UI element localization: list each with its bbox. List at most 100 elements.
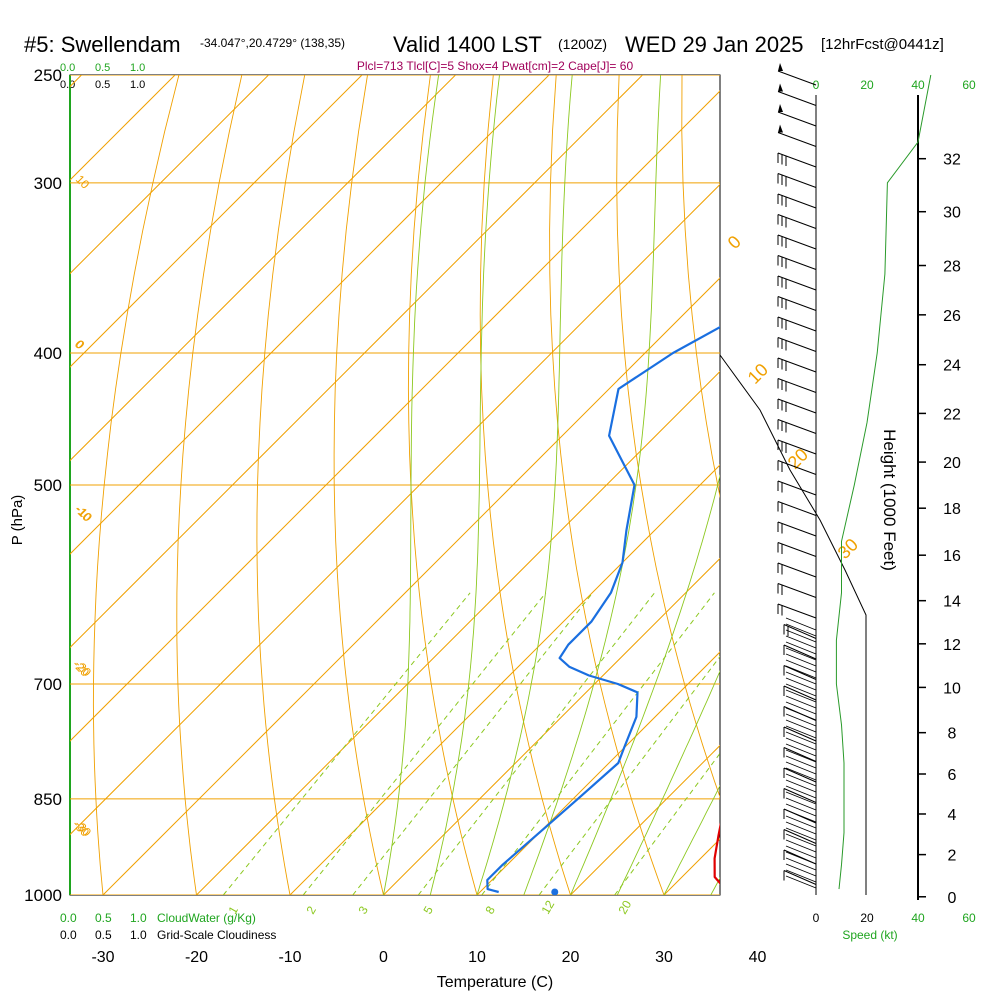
- dry-adiabat: [681, 75, 720, 499]
- wind-barb-staff: [783, 726, 817, 742]
- isotherm: [70, 75, 550, 555]
- wind-barb-staff: [785, 749, 817, 763]
- speed-tick-label: 40: [911, 78, 925, 92]
- dry-adiabat: [549, 75, 665, 895]
- station-coords: -34.047°,20.4729° (138,35): [200, 36, 345, 50]
- wind-barb: [777, 603, 817, 619]
- wind-barb-staff: [785, 713, 817, 727]
- temperature-tick-label: -20: [185, 949, 208, 966]
- wind-barb-staff: [777, 603, 817, 619]
- indices-line: Plcl=713 Tlcl[C]=5 Shox=4 Pwat[cm]=2 Cap…: [357, 59, 634, 73]
- wind-barb-staff: [777, 562, 817, 578]
- wind-barb-staff: [785, 689, 817, 703]
- isotherm-label: 10: [73, 172, 93, 192]
- dry-adiabat-label: 20: [784, 445, 812, 473]
- temperature-tick-label: 40: [749, 949, 767, 966]
- scale-label: 1.0: [130, 62, 145, 74]
- wind-barb-staff: [785, 629, 817, 643]
- dry-adiabat-label: 30: [834, 535, 862, 563]
- wind-barb-staff: [783, 767, 817, 783]
- pressure-tick-label: 250: [34, 66, 62, 85]
- cloudwater-label: CloudWater (g/Kg): [157, 911, 256, 925]
- isotherm: [70, 75, 456, 462]
- wind-barb-staff: [785, 617, 817, 631]
- isotherm: [70, 183, 720, 836]
- wind-barb: [777, 296, 817, 311]
- speed-tick-label: 0: [813, 78, 820, 92]
- wind-barb-staff: [783, 665, 817, 680]
- speed-axis-title: Speed (kt): [842, 928, 897, 942]
- wind-barb: [777, 398, 817, 414]
- wind-barb-staff: [785, 725, 817, 739]
- dry-adiabat: [997, 75, 1000, 895]
- height-tick-label: 24: [943, 358, 961, 375]
- wind-barb-staff: [777, 193, 817, 209]
- wind-barb: [777, 193, 817, 209]
- wind-barb-staff: [777, 419, 817, 434]
- wind-barb-staff: [785, 665, 817, 679]
- wind-barb: [777, 542, 817, 557]
- wind-barb: [783, 726, 817, 742]
- mixing-ratio-label: 5: [420, 903, 436, 916]
- mixing-ratio-line: [481, 592, 715, 895]
- height-tick-label: 30: [943, 205, 961, 222]
- wind-barb: [777, 439, 817, 455]
- height-tick-label: 10: [943, 680, 961, 697]
- temperature-tick-label: -10: [278, 949, 301, 966]
- mixing-ratio-label: 2: [303, 903, 319, 916]
- wind-barb-staff: [785, 683, 817, 697]
- moist-adiabat: [616, 670, 720, 895]
- wind-barb-staff: [785, 773, 817, 787]
- scale-label: 0.0: [60, 928, 77, 942]
- y-axis-title: P (hPa): [9, 495, 26, 546]
- wind-barb-staff: [777, 132, 817, 147]
- mixing-ratio-line: [222, 592, 471, 895]
- scale-label: 0.5: [95, 911, 112, 925]
- wind-barb-staff: [785, 707, 817, 721]
- wind-barb-staff: [777, 398, 817, 414]
- wind-barb-staff: [777, 214, 817, 229]
- isotherm: [102, 277, 720, 895]
- wind-barb-staff: [777, 275, 817, 291]
- wind-barb-staff: [785, 809, 817, 823]
- wind-barb-staff: [777, 439, 817, 455]
- wind-barb-pennant: [778, 83, 783, 92]
- wind-barb: [783, 644, 817, 660]
- wind-barb-staff: [777, 583, 817, 598]
- scale-label: 0.0: [60, 62, 75, 74]
- pressure-tick-label: 300: [34, 174, 62, 193]
- wind-barb-staff: [785, 677, 817, 691]
- wind-barb-staff: [783, 624, 817, 639]
- speed-tick-label: 20: [860, 78, 874, 92]
- speed-envelope-line: [719, 354, 867, 895]
- wind-barb-pennant: [778, 63, 783, 71]
- wind-barb: [783, 788, 817, 803]
- scale-label: 0.5: [95, 928, 112, 942]
- wind-barb-staff: [777, 357, 817, 373]
- wind-barb-staff: [783, 685, 817, 701]
- wind-barb-staff: [783, 747, 817, 762]
- wind-barb: [777, 378, 817, 393]
- wind-barb-staff: [785, 635, 817, 649]
- pressure-tick-label: 850: [34, 790, 62, 809]
- wind-barb: [777, 234, 817, 250]
- wind-barb-staff: [777, 378, 817, 393]
- temperature-tick-label: 10: [468, 949, 486, 966]
- moist-adiabat: [429, 75, 500, 895]
- wind-barb-staff: [785, 785, 817, 799]
- wind-barb: [777, 419, 817, 434]
- isotherm: [383, 557, 720, 895]
- height-tick-label: 28: [943, 259, 961, 276]
- wind-barb: [777, 63, 817, 86]
- wind-barb: [783, 767, 817, 783]
- wind-barb-staff: [777, 480, 817, 496]
- wind-barb: [777, 521, 817, 537]
- mixing-ratio-label: 3: [355, 903, 371, 916]
- moist-adiabat: [476, 75, 573, 895]
- temperature-tick-label: -30: [91, 949, 114, 966]
- isotherm-label: -30: [70, 817, 92, 839]
- mixing-ratio-line: [352, 592, 594, 895]
- height-tick-label: 20: [943, 455, 961, 472]
